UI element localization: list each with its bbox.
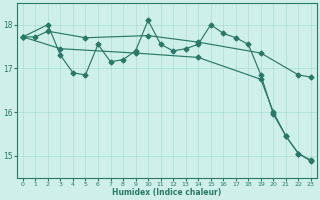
X-axis label: Humidex (Indice chaleur): Humidex (Indice chaleur) xyxy=(112,188,221,197)
